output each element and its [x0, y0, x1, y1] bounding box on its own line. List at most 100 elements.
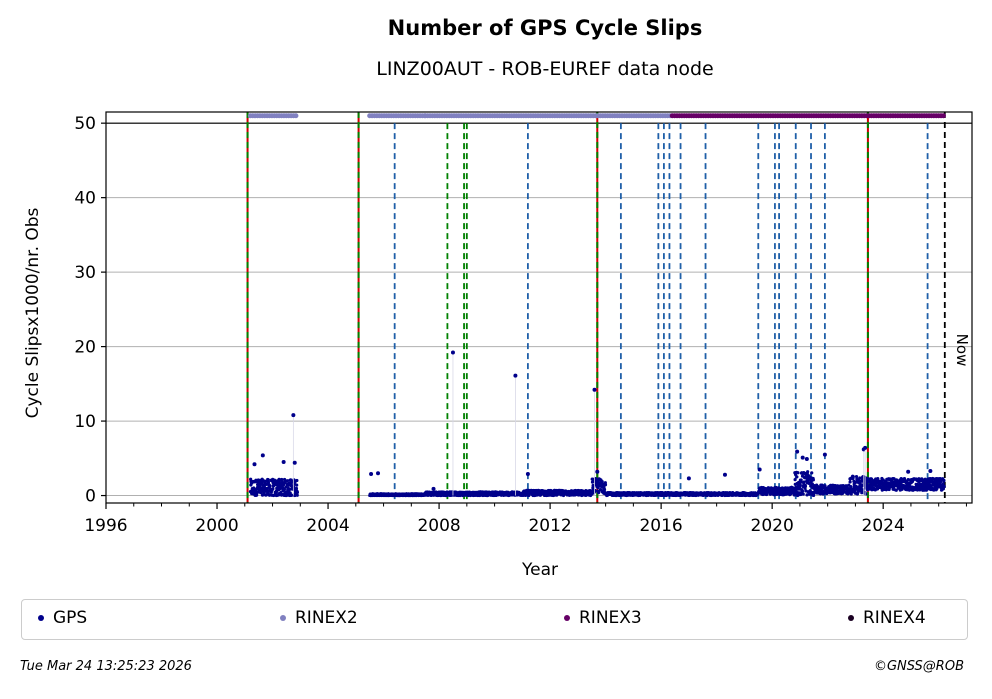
- gps-point: [942, 478, 946, 482]
- gps-point: [281, 460, 286, 465]
- legend-item-rinex3: RINEX3: [564, 608, 642, 628]
- gps-point: [803, 484, 808, 488]
- legend-marker: [280, 615, 286, 621]
- gps-point: [853, 480, 858, 484]
- gps-point: [290, 493, 294, 497]
- chart-title: Number of GPS Cycle Slips: [387, 16, 703, 40]
- gps-point: [935, 486, 939, 490]
- legend-item-rinex4: RINEX4: [848, 608, 926, 628]
- chart-legend: GPS RINEX2 RINEX3 RINEX4: [21, 599, 968, 640]
- gps-point: [851, 475, 855, 479]
- gps-point: [266, 480, 271, 485]
- rinex-point: [940, 113, 946, 119]
- gps-point: [848, 480, 852, 484]
- legend-label: RINEX3: [579, 608, 642, 628]
- event-lines: [246, 112, 946, 503]
- gps-point: [294, 486, 299, 491]
- y-tick-label: 20: [74, 338, 96, 358]
- gps-point: [801, 492, 805, 496]
- gps-point: [292, 460, 297, 465]
- gps-point: [800, 489, 805, 493]
- gps-point: [793, 478, 797, 482]
- x-axis-label: Year: [521, 560, 558, 580]
- gps-point: [295, 478, 299, 483]
- now-label: Now: [953, 334, 971, 367]
- gps-point: [799, 478, 803, 482]
- gps-point: [810, 471, 814, 475]
- y-tick-label: 40: [74, 189, 96, 209]
- chart-plot: 0 10 20 30 40 50 1996 2000 2004 2008 2012 2016 2020 2…: [23, 111, 973, 580]
- gps-point: [722, 472, 727, 477]
- x-tick-label: 2024: [862, 516, 905, 536]
- y-tick-label: 10: [74, 412, 96, 432]
- gps-point: [288, 491, 292, 495]
- chart-subtitle: LINZ00AUT - ROB-EUREF data node: [376, 58, 714, 80]
- gps-point: [266, 478, 270, 482]
- gps-point: [800, 455, 805, 460]
- gps-point: [295, 490, 300, 495]
- gps-point: [268, 484, 272, 488]
- gps-point: [285, 479, 289, 483]
- y-axis-label: Cycle Slipsx1000/nr. Obs: [23, 207, 43, 418]
- gps-point: [805, 493, 809, 497]
- gps-point: [823, 484, 827, 488]
- x-tick-label: 2020: [751, 516, 794, 536]
- legend-label: RINEX4: [863, 608, 926, 628]
- gps-point: [603, 483, 608, 487]
- gps-point: [881, 478, 885, 482]
- gps-point: [525, 471, 530, 476]
- legend-marker: [564, 615, 570, 621]
- series-layer: [247, 113, 946, 498]
- gps-point: [811, 478, 815, 482]
- gps-point: [376, 471, 381, 476]
- gps-point: [295, 483, 299, 487]
- legend-label: RINEX2: [295, 608, 358, 628]
- gps-point: [884, 488, 889, 492]
- gps-point: [864, 492, 868, 496]
- gps-point: [806, 470, 810, 474]
- gps-point: [431, 486, 436, 491]
- gps-point: [854, 474, 859, 479]
- y-tick-label: 0: [85, 487, 96, 507]
- axes-layer: 0 10 20 30 40 50 1996 2000 2004 2008 2012 2016 2020 2…: [74, 111, 973, 536]
- gps-point: [892, 477, 896, 481]
- x-tick-label: 1996: [84, 516, 127, 536]
- gps-point: [295, 493, 299, 497]
- gps-point: [906, 469, 911, 474]
- gps-point: [798, 482, 802, 487]
- gps-point: [804, 457, 809, 462]
- gps-point: [686, 476, 691, 481]
- gps-point: [450, 350, 455, 355]
- gps-point: [282, 487, 287, 491]
- gps-point: [795, 475, 799, 479]
- gps-point: [858, 476, 862, 480]
- gps-point: [602, 487, 607, 492]
- gps-point: [267, 493, 272, 497]
- y-tick-label: 50: [74, 114, 96, 134]
- gps-point: [894, 488, 898, 492]
- gps-point: [757, 467, 762, 472]
- gps-point: [369, 471, 374, 476]
- gps-point: [798, 485, 802, 489]
- grid-layer: [106, 122, 972, 497]
- timestamp-footer: Tue Mar 24 13:25:23 2026: [20, 659, 192, 674]
- gps-point: [595, 469, 600, 474]
- copyright-footer: ©GNSS@ROB: [873, 659, 964, 674]
- gps-point: [260, 489, 264, 493]
- legend-marker: [848, 615, 854, 621]
- gps-point: [928, 468, 933, 473]
- gps-point: [280, 480, 284, 484]
- gps-point: [869, 477, 874, 481]
- gps-point: [291, 413, 296, 418]
- gps-point: [271, 487, 275, 491]
- gps-point: [849, 484, 853, 489]
- gps-point: [795, 449, 800, 454]
- gps-point: [513, 373, 518, 378]
- legend-item-gps: GPS: [38, 608, 87, 628]
- gps-point: [822, 452, 827, 457]
- gps-point: [280, 477, 284, 482]
- x-tick-label: 2012: [528, 516, 571, 536]
- rinex-point: [293, 113, 299, 119]
- x-tick-label: 2000: [195, 516, 238, 536]
- legend-marker: [38, 615, 44, 621]
